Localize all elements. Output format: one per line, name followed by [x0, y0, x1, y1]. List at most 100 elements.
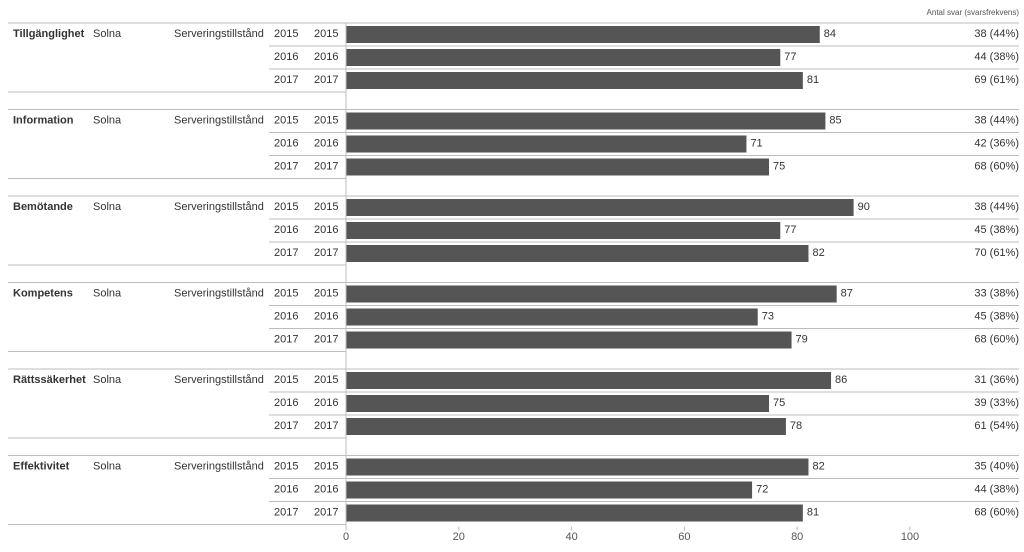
data-label: 77 [784, 224, 796, 236]
municipality-label: Solna [93, 374, 122, 386]
responses-value: 70 (61%) [974, 247, 1019, 259]
bar [346, 72, 803, 89]
data-label: 78 [790, 420, 802, 432]
data-label: 75 [773, 161, 785, 173]
data-label: 72 [756, 484, 768, 496]
data-label: 81 [807, 507, 819, 519]
category-label: Bemötande [13, 201, 73, 213]
year-label: 2017 [274, 247, 298, 259]
category-group: Effektivitet Solna Serveringstillstånd 2015… [8, 455, 1019, 525]
area-label: Serveringstillstånd [174, 28, 264, 40]
responses-value: 45 (38%) [974, 311, 1019, 323]
data-label: 87 [841, 288, 853, 300]
responses-value: 35 (40%) [974, 461, 1019, 473]
bar [346, 504, 803, 522]
bar [346, 418, 786, 435]
bar [346, 331, 792, 349]
municipality-label: Solna [93, 201, 122, 213]
year-label: 2016 [274, 138, 298, 150]
bar [346, 481, 753, 499]
category-group: Rättssäkerhet Solna Serveringstillstånd 201… [8, 368, 1019, 439]
year-label: 2015 [314, 115, 338, 127]
responses-value: 39 (33%) [974, 397, 1019, 409]
x-tick-label: 0 [343, 531, 349, 543]
category-label: Kompetens [13, 288, 73, 300]
x-tick-label: 20 [453, 531, 465, 543]
responses-value: 44 (38%) [974, 51, 1019, 63]
x-tick-label: 60 [678, 531, 690, 543]
year-label: 2017 [274, 420, 298, 432]
area-label: Serveringstillstånd [174, 115, 264, 127]
data-label: 84 [824, 28, 836, 40]
bar [346, 135, 747, 153]
data-label: 86 [835, 374, 847, 386]
year-label: 2015 [274, 115, 298, 127]
bar [346, 158, 769, 176]
responses-value: 38 (44%) [974, 201, 1019, 213]
x-axis: 0 20 40 60 80 100 [343, 23, 919, 543]
year-label: 2015 [314, 461, 338, 473]
year-label: 2016 [314, 138, 338, 150]
bar [346, 222, 781, 239]
year-label: 2017 [274, 334, 298, 346]
x-tick-label: 40 [565, 531, 577, 543]
responses-value: 38 (44%) [974, 115, 1019, 127]
data-label: 75 [773, 397, 785, 409]
responses-value: 38 (44%) [974, 28, 1019, 40]
data-label: 82 [812, 461, 824, 473]
year-label: 2017 [314, 247, 338, 259]
data-label: 71 [750, 138, 762, 150]
x-tick-label: 100 [901, 531, 919, 543]
responses-value: 33 (38%) [974, 288, 1019, 300]
category-label: Effektivitet [13, 461, 70, 473]
year-label: 2016 [274, 311, 298, 323]
year-label: 2017 [314, 161, 338, 173]
responses-value: 68 (60%) [974, 334, 1019, 346]
data-label: 79 [796, 334, 808, 346]
category-label: Information [13, 115, 74, 127]
year-label: 2015 [274, 374, 298, 386]
year-label: 2015 [314, 28, 338, 40]
year-label: 2016 [274, 484, 298, 496]
year-label: 2016 [314, 311, 338, 323]
bar [346, 458, 809, 476]
data-label: 81 [807, 74, 819, 86]
data-label: 90 [858, 201, 870, 213]
responses-value: 31 (36%) [974, 374, 1019, 386]
bar [346, 372, 832, 389]
year-label: 2015 [314, 201, 338, 213]
municipality-label: Solna [93, 288, 122, 300]
bar [346, 26, 820, 43]
bar [346, 245, 809, 262]
data-label: 82 [812, 247, 824, 259]
year-label: 2017 [274, 74, 298, 86]
area-label: Serveringstillstånd [174, 201, 264, 213]
year-label: 2017 [274, 161, 298, 173]
year-label: 2015 [274, 201, 298, 213]
year-label: 2016 [314, 51, 338, 63]
year-label: 2015 [274, 461, 298, 473]
year-label: 2015 [314, 288, 338, 300]
category-group: Tillgänglighet Solna Serveringstillstånd 20… [8, 22, 1019, 93]
responses-header: Antal svar (svarsfrekvens) [927, 8, 1020, 17]
category-label: Tillgänglighet [13, 28, 85, 40]
responses-value: 69 (61%) [974, 74, 1019, 86]
data-label: 77 [784, 51, 796, 63]
x-tick-label: 80 [791, 531, 803, 543]
area-label: Serveringstillstånd [174, 288, 264, 300]
responses-value: 68 (60%) [974, 507, 1019, 519]
year-label: 2016 [274, 397, 298, 409]
year-label: 2017 [314, 334, 338, 346]
data-label: 85 [829, 115, 841, 127]
responses-value: 68 (60%) [974, 161, 1019, 173]
year-label: 2015 [274, 28, 298, 40]
responses-value: 44 (38%) [974, 484, 1019, 496]
year-label: 2016 [314, 224, 338, 236]
bar [346, 112, 826, 130]
category-group: Bemötande Solna Serveringstillstånd 2015 201… [8, 195, 1019, 266]
bar [346, 285, 837, 303]
year-label: 2016 [314, 484, 338, 496]
bar [346, 199, 854, 216]
year-label: 2016 [274, 51, 298, 63]
year-label: 2015 [274, 288, 298, 300]
